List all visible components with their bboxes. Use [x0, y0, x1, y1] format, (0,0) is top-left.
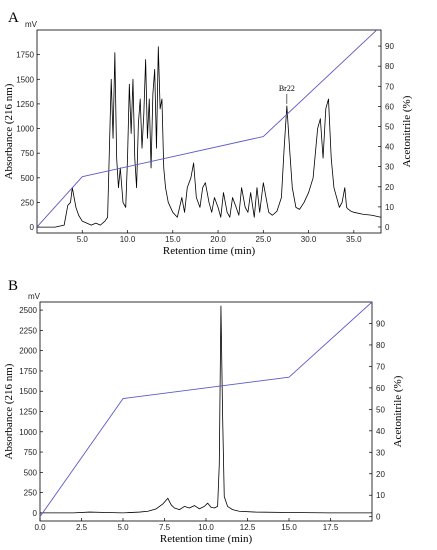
plot-frame — [39, 301, 373, 522]
y2-tick-label: 60 — [385, 102, 394, 111]
y-tick-label: 1000 — [19, 428, 37, 437]
y-tick-label: 2250 — [19, 326, 37, 335]
y2-tick-label: 50 — [376, 405, 385, 414]
x-tick-label: 15.0 — [281, 523, 297, 532]
absorbance-trace — [40, 305, 372, 514]
acetonitrile-gradient-line — [40, 302, 372, 517]
y2-tick-label: 10 — [385, 203, 394, 212]
y2-tick-label: 60 — [376, 384, 385, 393]
y-unit-label: mV — [28, 292, 41, 301]
x-tick-label: 7.5 — [159, 523, 171, 532]
y-tick-label: 1750 — [16, 51, 34, 60]
x-tick-label: 30.0 — [301, 235, 317, 244]
y-tick-label: 2500 — [19, 306, 37, 315]
x-axis-title: Retention time (min) — [160, 533, 253, 545]
y-tick-label: 1250 — [16, 100, 34, 109]
y-tick-label: 2000 — [19, 347, 37, 356]
y2-axis-title: Acetonitrile (%) — [401, 95, 413, 167]
y2-tick-label: 70 — [385, 82, 394, 91]
x-axis-title: Retention time (min) — [163, 245, 256, 257]
x-tick-label: 0.0 — [34, 523, 46, 532]
y-tick-label: 1000 — [16, 125, 34, 134]
y-tick-label: 1750 — [19, 367, 37, 376]
x-tick-label: 2.5 — [76, 523, 88, 532]
y-tick-label: 500 — [21, 174, 35, 183]
x-tick-label: 10.0 — [120, 235, 136, 244]
y-tick-label: 250 — [21, 198, 35, 207]
y2-tick-label: 30 — [385, 163, 394, 172]
y2-tick-label: 90 — [376, 319, 385, 328]
chart-panel-a: mV 0 250 500 750 1000 1250 1500 1750 0 10 20 30 40 50 6… — [3, 20, 413, 257]
y2-tick-label: 0 — [376, 513, 381, 522]
x-tick-label: 20.0 — [210, 235, 226, 244]
x-tick-label: 15.0 — [165, 235, 181, 244]
x-tick-label: 5.0 — [117, 523, 129, 532]
y-tick-label: 750 — [21, 149, 35, 158]
peak-annotation: Br22 — [279, 84, 295, 93]
panel-label-a: A — [8, 10, 19, 26]
y-tick-label: 1500 — [16, 75, 34, 84]
y2-tick-label: 0 — [385, 223, 390, 232]
y2-tick-label: 30 — [376, 448, 385, 457]
y2-tick-label: 20 — [385, 183, 394, 192]
x-tick-label: 10.0 — [198, 523, 214, 532]
y-tick-label: 750 — [24, 448, 38, 457]
absorbance-trace — [37, 46, 381, 228]
y-tick-label: 1500 — [19, 387, 37, 396]
y-axis-title: Absorbance (216 nm) — [3, 83, 15, 179]
y2-tick-label: 80 — [385, 62, 394, 71]
x-tick-label: 17.5 — [323, 523, 339, 532]
y2-tick-label: 90 — [385, 42, 394, 51]
chart-panel-b: mV02505007501000125015001750200022502500… — [3, 292, 404, 545]
y2-tick-label: 10 — [376, 491, 385, 500]
y-tick-label: 0 — [33, 509, 38, 518]
x-tick-label: 25.0 — [256, 235, 272, 244]
y-unit-label: mV — [25, 20, 38, 29]
y2-tick-label: 70 — [376, 362, 385, 371]
x-tick-label: 12.5 — [240, 523, 256, 532]
y-axis-title: Absorbance (216 nm) — [3, 363, 15, 459]
plot-frame — [36, 29, 382, 234]
y-tick-label: 250 — [24, 489, 38, 498]
y2-tick-label: 20 — [376, 470, 385, 479]
y-tick-label: 500 — [24, 468, 38, 477]
y2-tick-label: 40 — [376, 427, 385, 436]
acetonitrile-gradient-line — [37, 30, 378, 228]
y2-tick-label: 40 — [385, 143, 394, 152]
y-tick-label: 0 — [30, 223, 35, 232]
y-tick-label: 1250 — [19, 408, 37, 417]
panel-label-b: B — [8, 278, 18, 294]
y2-tick-label: 50 — [385, 122, 394, 131]
x-tick-label: 35.0 — [346, 235, 362, 244]
y2-axis-title: Acetonitrile (%) — [392, 375, 404, 447]
x-tick-label: 5.0 — [77, 235, 89, 244]
y2-tick-label: 80 — [376, 341, 385, 350]
